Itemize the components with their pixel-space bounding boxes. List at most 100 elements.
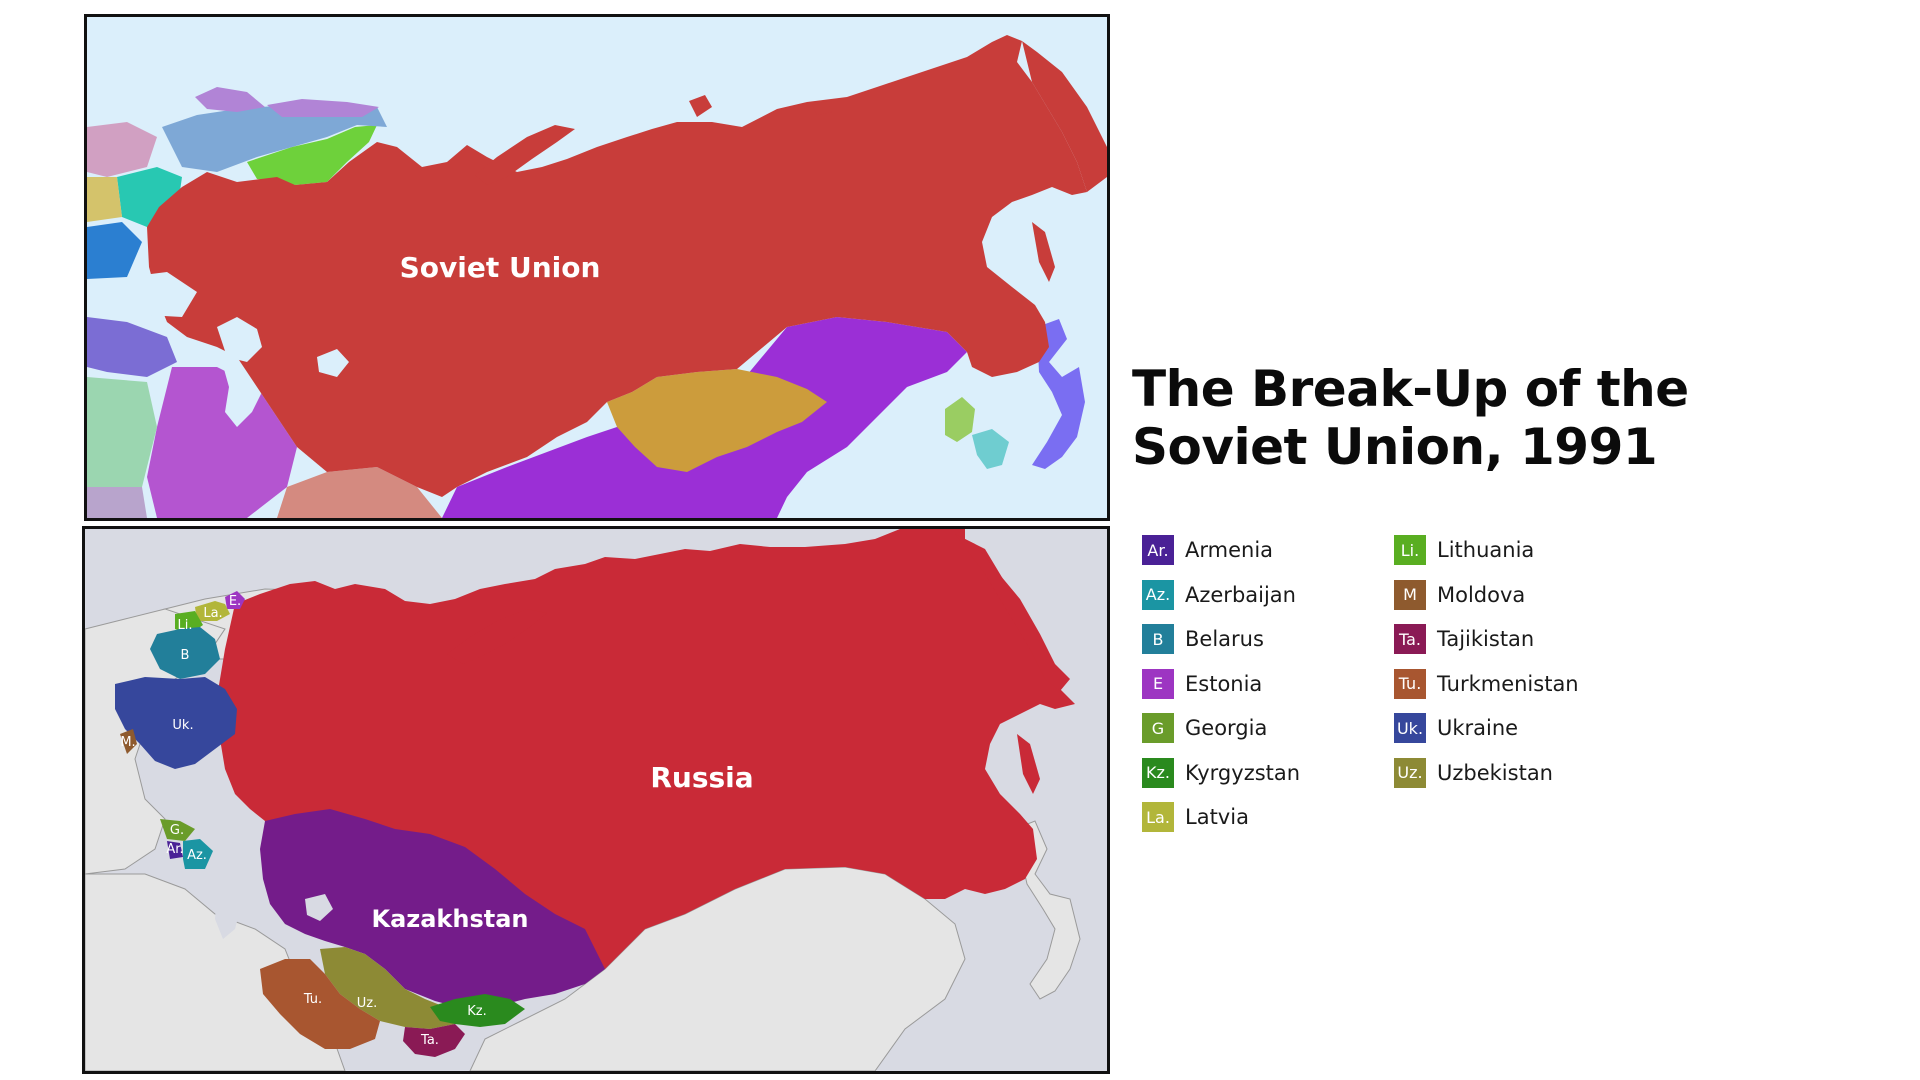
legend-label: Georgia (1185, 716, 1268, 740)
legend-item: Ar. Armenia (1142, 535, 1300, 565)
region-soviet-union (147, 35, 1087, 497)
legend-item: M Moldova (1394, 579, 1579, 610)
abbr-kyrgyzstan: Kz. (467, 1004, 486, 1019)
region-russia (215, 529, 1075, 969)
region-aral-sea (317, 349, 349, 377)
region-sweden-norway (162, 103, 387, 172)
soviet-union-map: Soviet Union (84, 14, 1110, 521)
page-title-line-2: Soviet Union, 1991 (1132, 418, 1658, 476)
region-other-land-south (85, 873, 346, 1071)
legend-label: Moldova (1437, 582, 1526, 607)
russia-label: Russia (650, 761, 753, 794)
legend-swatch: Li. (1394, 535, 1426, 565)
legend-swatch: E (1142, 668, 1174, 699)
legend-swatch: Uz. (1394, 757, 1426, 788)
legend: Ar. Armenia Az. Azerbaijan B Belarus E Eston… (1142, 535, 1902, 835)
page-title: The Break-Up of the Soviet Union, 1991 (1132, 360, 1892, 476)
legend-label: Azerbaijan (1185, 582, 1296, 607)
abbr-lithuania: Li. (178, 618, 193, 633)
region-estonia (225, 591, 245, 609)
region-wrangel (812, 101, 832, 115)
legend-label: Armenia (1185, 538, 1274, 562)
abbr-ukraine: Uk. (172, 718, 193, 733)
legend-swatch: G (1142, 713, 1174, 743)
legend-label: Kyrgyzstan (1185, 760, 1301, 785)
legend-swatch: Az. (1142, 579, 1174, 610)
region-black-sea (125, 272, 197, 317)
abbr-uzbekistan: Uz. (357, 996, 377, 1011)
region-turkmenistan (260, 959, 380, 1049)
region-sakhalin-russia (1017, 734, 1040, 794)
abbr-belarus: B (181, 648, 190, 663)
region-finland (247, 125, 377, 185)
region-belarus (150, 627, 220, 679)
region-georgia (160, 819, 195, 841)
soviet-union-map-svg: Soviet Union (87, 35, 1107, 518)
legend-label: Uzbekistan (1437, 760, 1553, 785)
region-poland (87, 222, 142, 279)
region-latvia (195, 601, 230, 621)
region-afghanistan (277, 467, 442, 518)
region-svalbard (195, 87, 379, 117)
abbr-latvia: La. (203, 606, 222, 621)
region-north-korea (945, 397, 975, 442)
region-caspian-sea-2 (210, 854, 245, 939)
region-kazakhstan (260, 809, 605, 1009)
legend-label: Belarus (1185, 627, 1264, 651)
legend-item: E Estonia (1142, 668, 1300, 699)
legend-item: Li. Lithuania (1394, 535, 1579, 565)
legend-item: Uk. Ukraine (1394, 713, 1579, 743)
region-japan (1032, 319, 1085, 469)
region-sakhalin (1032, 222, 1055, 282)
soviet-union-label: Soviet Union (400, 251, 601, 284)
abbr-georgia: G. (170, 823, 184, 838)
region-caspian-inner (217, 317, 262, 362)
region-mongolia (607, 369, 827, 472)
region-novaya-zemlya (475, 125, 575, 185)
region-armenia (167, 841, 183, 859)
region-west-europe-1 (87, 122, 157, 177)
legend-swatch: Tu. (1394, 668, 1426, 699)
region-tajikistan (403, 1024, 465, 1057)
legend-item: G Georgia (1142, 713, 1300, 743)
kazakhstan-label: Kazakhstan (371, 905, 528, 933)
legend-swatch: M (1394, 579, 1426, 610)
abbr-turkmenistan: Tu. (303, 992, 322, 1007)
legend-item: Uz. Uzbekistan (1394, 757, 1579, 788)
legend-swatch: Uk. (1394, 713, 1426, 743)
legend-item: B Belarus (1142, 624, 1300, 654)
region-novaya-zemlya-russia (447, 609, 547, 664)
abbr-tajikistan: Ta. (420, 1033, 439, 1048)
legend-item: Ta. Tajikistan (1394, 624, 1579, 654)
region-aral-sea-2 (305, 894, 333, 921)
region-iran (147, 367, 297, 518)
region-severnaya-zemlya (689, 95, 712, 117)
region-kyrgyzstan (430, 994, 525, 1027)
post-soviet-map: Russia Kazakhstan Li. La. E. B M. Uk. G.… (82, 526, 1110, 1074)
legend-swatch: Ta. (1394, 624, 1426, 654)
legend-label: Estonia (1185, 671, 1263, 696)
legend-label: Tajikistan (1437, 627, 1535, 651)
abbr-armenia: Ar. (166, 842, 183, 857)
region-ukraine (115, 677, 237, 769)
region-kamchatka-russia (955, 534, 1070, 691)
region-uzbekistan (320, 947, 465, 1029)
legend-item: Tu. Turkmenistan (1394, 668, 1579, 699)
region-iraq (87, 377, 157, 487)
region-turkey (87, 317, 177, 377)
legend-item: Kz. Kyrgyzstan (1142, 757, 1301, 788)
region-moldova (120, 729, 137, 754)
region-azerbaijan (183, 839, 213, 869)
abbr-estonia: E. (229, 594, 241, 609)
legend-item: Az. Azerbaijan (1142, 579, 1300, 610)
legend-label: Ukraine (1437, 716, 1519, 740)
region-kamchatka (1022, 41, 1107, 192)
post-soviet-map-svg: Russia Kazakhstan Li. La. E. B M. Uk. G.… (85, 529, 1081, 1071)
region-gulf (87, 487, 147, 518)
legend-swatch: B (1142, 624, 1174, 654)
legend-column-1: Ar. Armenia Az. Azerbaijan B Belarus E Eston… (1142, 535, 1300, 847)
legend-item: La. Latvia (1142, 802, 1300, 832)
legend-label: Turkmenistan (1437, 671, 1579, 696)
legend-swatch: Kz. (1142, 757, 1174, 788)
legend-label: Lithuania (1437, 538, 1535, 562)
